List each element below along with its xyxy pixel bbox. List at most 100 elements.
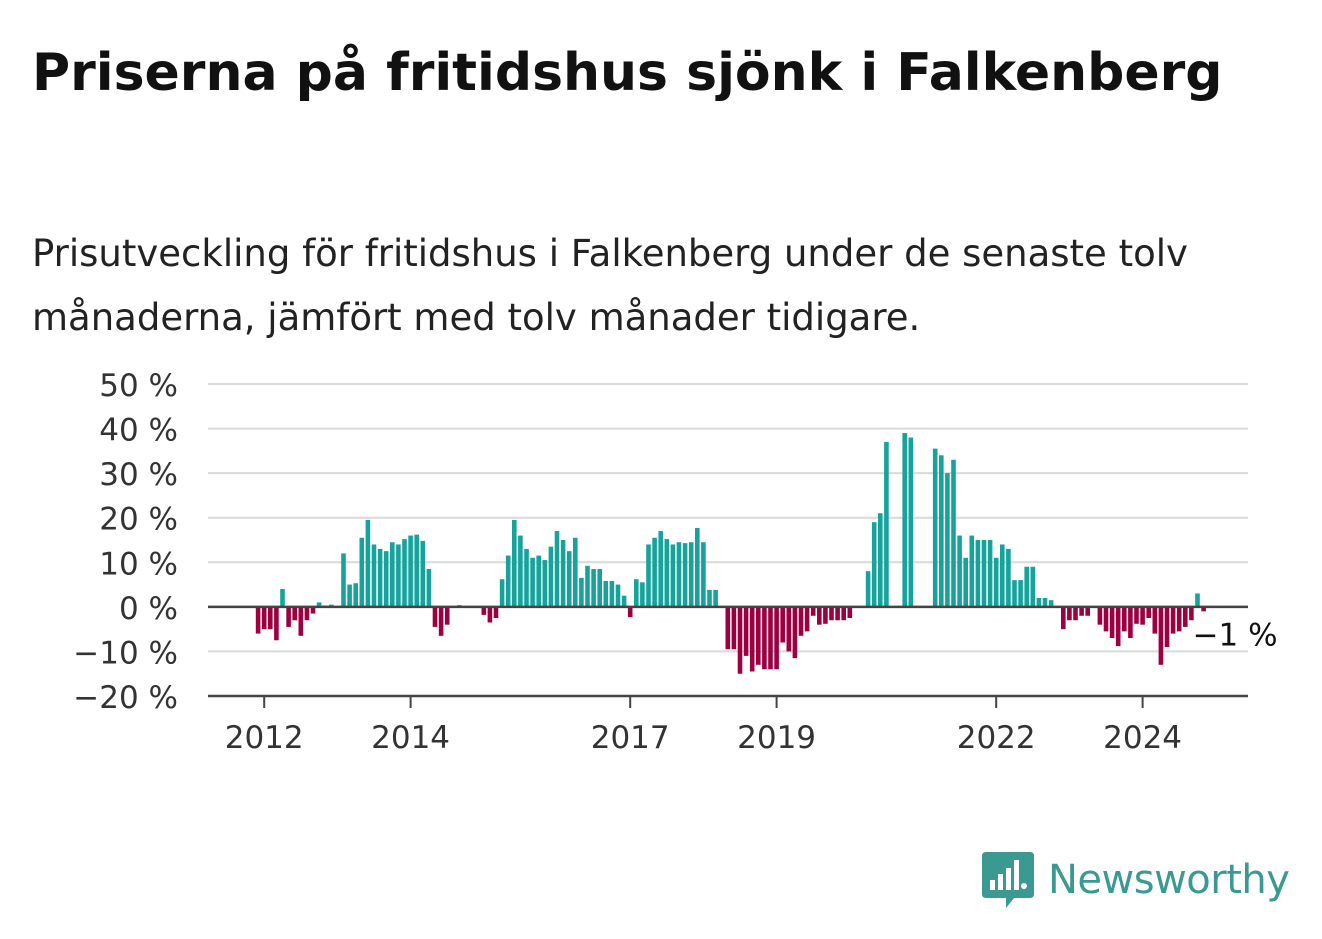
bar bbox=[908, 437, 914, 607]
bar bbox=[963, 557, 968, 607]
newsworthy-logo: Newsworthy bbox=[980, 850, 1290, 910]
bar bbox=[1061, 606, 1066, 630]
bar bbox=[316, 602, 322, 607]
bar bbox=[353, 583, 358, 607]
newsworthy-chart-bubble-icon bbox=[982, 852, 1034, 908]
bar bbox=[939, 455, 944, 607]
y-tick-label: −20 % bbox=[73, 680, 178, 716]
annotation: −1 % bbox=[1190, 615, 1280, 656]
bar bbox=[1097, 606, 1103, 625]
bar bbox=[1176, 606, 1182, 632]
bar bbox=[1067, 606, 1072, 621]
x-tick-label: 2014 bbox=[371, 720, 450, 756]
bar bbox=[1109, 606, 1115, 639]
bar bbox=[969, 535, 975, 607]
bar bbox=[560, 540, 566, 607]
bar bbox=[762, 606, 767, 670]
bar bbox=[621, 595, 627, 607]
bar bbox=[347, 584, 352, 607]
bar bbox=[829, 606, 834, 621]
y-tick-label: −10 % bbox=[73, 635, 178, 671]
bar bbox=[512, 519, 517, 607]
bar bbox=[438, 606, 444, 636]
bar bbox=[554, 531, 560, 607]
bar bbox=[408, 535, 413, 607]
bar bbox=[737, 606, 743, 674]
bar bbox=[1189, 606, 1194, 621]
bar bbox=[725, 606, 731, 650]
bar bbox=[365, 519, 371, 607]
bar bbox=[481, 606, 487, 615]
bar bbox=[255, 606, 261, 634]
bar bbox=[1012, 580, 1017, 607]
bar bbox=[597, 568, 602, 607]
brand-name: Newsworthy bbox=[1048, 857, 1290, 903]
bar bbox=[1024, 566, 1029, 607]
bar bbox=[1018, 580, 1023, 607]
x-tick-label: 2019 bbox=[737, 720, 816, 756]
bar bbox=[652, 537, 657, 607]
bar bbox=[987, 540, 993, 607]
y-tick-label: 40 % bbox=[99, 413, 178, 449]
x-tick-label: 2012 bbox=[225, 720, 304, 756]
x-tick-label: 2017 bbox=[591, 720, 670, 756]
bar bbox=[1079, 606, 1084, 616]
bar bbox=[420, 540, 426, 607]
bar bbox=[1103, 606, 1109, 632]
bar bbox=[426, 568, 432, 607]
bar bbox=[444, 606, 450, 625]
bar bbox=[371, 544, 377, 607]
bar bbox=[390, 542, 395, 607]
y-tick-label: 0 % bbox=[119, 591, 178, 627]
bar bbox=[1122, 606, 1127, 632]
bar bbox=[505, 555, 511, 607]
bar bbox=[1195, 593, 1200, 607]
bar bbox=[951, 459, 956, 607]
bar bbox=[310, 606, 316, 614]
bar bbox=[615, 584, 621, 607]
chart-subtitle: Prisutveckling för fritidshus i Falkenbe… bbox=[32, 232, 1188, 339]
bar bbox=[817, 606, 822, 625]
bar bbox=[1152, 606, 1158, 634]
bar bbox=[749, 606, 755, 672]
bar bbox=[627, 606, 633, 618]
bar bbox=[359, 537, 365, 607]
bar bbox=[932, 448, 938, 607]
bar bbox=[810, 606, 816, 616]
bar bbox=[640, 582, 645, 607]
bar bbox=[713, 589, 718, 607]
bar bbox=[871, 522, 877, 607]
bar bbox=[341, 553, 346, 607]
bar bbox=[261, 606, 267, 630]
bar bbox=[536, 555, 541, 607]
bar bbox=[878, 513, 883, 607]
bar bbox=[579, 577, 584, 607]
bar bbox=[981, 540, 987, 607]
bar bbox=[396, 544, 401, 607]
bar bbox=[756, 606, 761, 665]
bar bbox=[902, 433, 907, 607]
x-axis: 2012 2014 2017 2019 2022 2024 bbox=[208, 694, 1248, 756]
bar bbox=[1006, 548, 1011, 607]
bar bbox=[682, 543, 688, 607]
bar bbox=[1030, 566, 1036, 607]
bar bbox=[835, 606, 840, 621]
bar-chart: −20 %−10 %0 %10 %20 %30 %40 %50 % 2012 20… bbox=[73, 368, 1280, 756]
bar bbox=[658, 531, 663, 607]
bar bbox=[1183, 606, 1188, 627]
bar bbox=[1042, 597, 1048, 607]
bar bbox=[280, 589, 285, 607]
bar bbox=[792, 606, 798, 659]
bar bbox=[957, 535, 962, 607]
bar bbox=[707, 589, 712, 607]
bar bbox=[1048, 600, 1054, 607]
bar bbox=[798, 606, 804, 636]
bar bbox=[591, 568, 596, 607]
y-tick-label: 10 % bbox=[99, 546, 178, 582]
bar bbox=[865, 571, 871, 607]
bar bbox=[1158, 606, 1164, 665]
bar bbox=[786, 606, 792, 652]
bar bbox=[1036, 597, 1042, 607]
bar bbox=[493, 606, 499, 618]
bar bbox=[768, 606, 773, 670]
